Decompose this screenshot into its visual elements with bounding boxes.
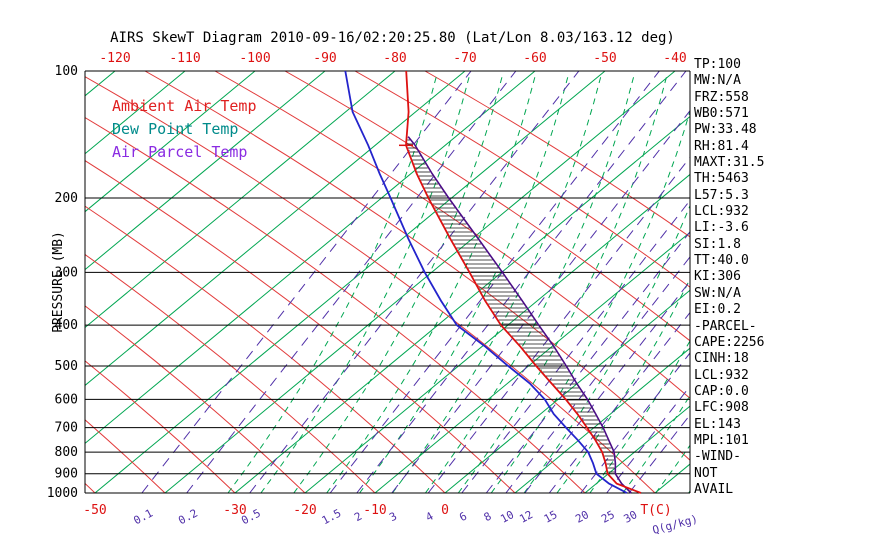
data-curves [344,71,642,494]
axis-tick-label: 800 [55,445,78,460]
axis-tick-label: 10 [498,508,516,526]
stat-line: NOT [694,465,718,481]
stat-line: LCL:932 [694,367,749,383]
legend-dewpoint-label: Dew Point Temp [112,120,239,138]
chart-title: AIRS SkewT Diagram 2010-09-16/02:20:25.8… [110,30,675,46]
axis-tick-label: 900 [55,467,78,482]
stat-line: PW:33.48 [694,122,757,138]
axis-tick-label: 0.1 [131,507,155,528]
axis-tick-label: -80 [383,51,406,66]
dewpoint-curve [344,71,628,494]
axis-tick-label: 200 [55,191,78,206]
axis-tick-label: 1000 [47,486,78,501]
stat-line: LI:-3.6 [694,220,749,236]
stat-line: CAP:0.0 [694,383,749,399]
axis-tick-label: 8 [482,510,494,525]
stat-line: TH:5463 [694,171,749,187]
stat-line: MPL:101 [694,432,749,448]
mixing-ratio-lines [141,71,690,494]
axis-tick-label: 12 [517,508,535,526]
stat-line: FRZ:558 [694,89,749,105]
legend-ambient-label: Ambient Air Temp [112,97,257,115]
axis-tick-label: 700 [55,421,78,436]
moist-adiabat-lines [227,76,690,494]
axis-tick-label: -90 [313,51,336,66]
axis-tick-label: 25 [599,508,617,526]
axis-tick-label: -40 [663,51,686,66]
stats-panel: TP:100 MW:N/A FRZ:558 WB0:571 PW:33.48 RH:81.… [694,57,764,498]
axis-tick-label: -70 [453,51,476,66]
axis-tick-label: 20 [573,508,591,526]
axis-tick-label: -50 [593,51,616,66]
ambient-curve [405,71,642,494]
axis-tick-label: -110 [169,51,200,66]
axis-tick-label: 3 [387,510,399,525]
stat-line: TP:100 [694,57,741,72]
axis-tick-label: 30 [622,508,640,526]
stat-line: LCL:932 [694,204,749,220]
stat-line: L57:5.3 [694,187,749,203]
stat-line: MAXT:31.5 [694,155,765,171]
axis-tick-label: 4 [424,509,436,524]
pressure-gridlines [84,70,691,494]
stat-line: SW:N/A [694,285,741,301]
axis-tick-label: 0 [441,503,449,518]
legend-item-dewpoint: Dew Point Temp [112,120,238,138]
axis-tick-label: 500 [55,359,78,374]
stat-line: CINH:18 [694,351,749,367]
stat-line: TT:40.0 [694,253,749,269]
axis-tick-label: -30 [223,503,246,518]
legend-item-parcel: Air Parcel Temp [112,143,247,161]
axis-tick-label: -10 [363,503,386,518]
axis-tick-label: 15 [542,508,560,526]
stat-line: EL:143 [694,416,741,432]
stat-line: MW:N/A [694,73,741,89]
stat-line: KI:306 [694,269,741,285]
axis-tick-label: -50 [83,503,106,518]
axis-tick-label: 1.5 [320,507,344,528]
stat-line: -WIND- [694,449,741,465]
axis-tick-label: 2 [352,510,364,525]
axis-tick-label: 300 [55,265,78,280]
stat-line: SI:1.8 [694,236,741,252]
axis-tick-label: T(C) [640,503,671,518]
axis-tick-label: -60 [523,51,546,66]
axis-tick-label: -120 [99,51,130,66]
legend-item-ambient: Ambient Air Temp [112,97,257,115]
axis-tick-label: 600 [55,392,78,407]
parcel-curve [407,136,632,494]
stat-line: WB0:571 [694,106,749,122]
stat-line: CAPE:2256 [694,334,765,350]
legend-parcel-label: Air Parcel Temp [112,143,248,161]
stat-line: -PARCEL- [694,318,757,334]
axis-tick-label: -100 [239,51,270,66]
stat-line: RH:81.4 [694,138,749,154]
axis-tick-label: -20 [293,503,316,518]
axis-tick-label: PRESSURE (MB) [51,231,66,333]
stat-line: AVAIL [694,481,734,497]
stat-line: EI:0.2 [694,302,741,318]
axis-tick-label: 0.2 [176,507,200,528]
axis-tick-label: 100 [55,64,78,79]
axis-tick-label: 400 [55,318,78,333]
axis-tick-label: 6 [457,510,469,525]
stat-line: LFC:908 [694,400,749,416]
cape-hatch [407,139,615,473]
